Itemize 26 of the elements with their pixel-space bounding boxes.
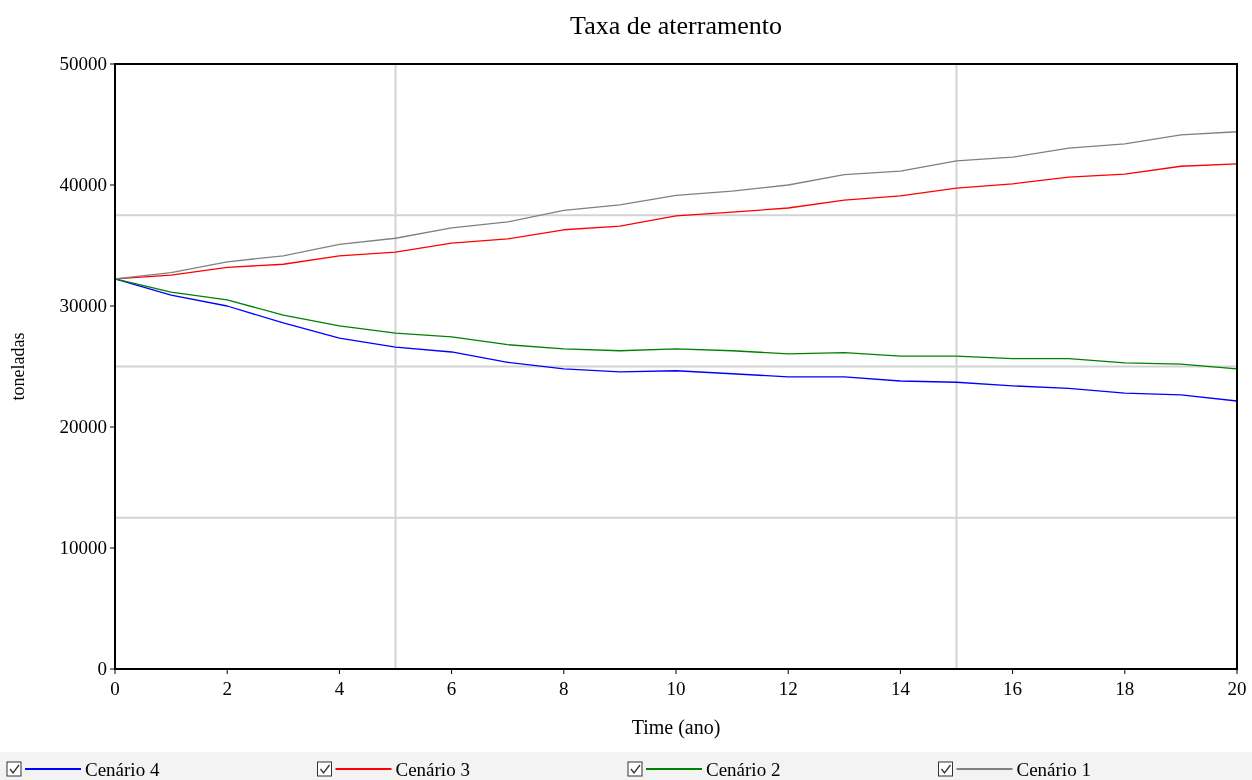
y-axis-title: toneladas [8,332,28,401]
legend-label: Cenário 2 [706,759,781,780]
x-tick-label: 16 [1003,678,1023,699]
y-tick-label: 0 [97,658,107,679]
x-tick-label: 4 [334,678,345,699]
x-tick-label: 18 [1115,678,1135,699]
y-tick-label: 30000 [59,295,107,316]
x-tick-label: 2 [222,678,232,699]
chart-title: Taxa de aterramento [570,11,782,40]
x-tick-label: 12 [778,678,798,699]
line-series [114,278,1238,370]
x-tick-label: 20 [1227,678,1247,699]
legend-label: Cenário 1 [1016,759,1091,780]
legend-label: Cenário 3 [395,759,470,780]
x-tick-label: 0 [110,678,120,699]
y-tick-label: 10000 [59,537,107,558]
x-tick-label: 10 [666,678,686,699]
x-tick-label: 14 [890,678,911,699]
y-tick-label: 20000 [59,416,107,437]
x-tick-label: 8 [559,678,569,699]
y-tick-label: 40000 [59,174,107,195]
x-axis-title: Time (ano) [631,716,721,739]
y-tick-label: 50000 [59,53,107,74]
line-series [114,131,1238,280]
x-tick-label: 6 [446,678,457,699]
legend-label: Cenário 4 [85,759,160,780]
